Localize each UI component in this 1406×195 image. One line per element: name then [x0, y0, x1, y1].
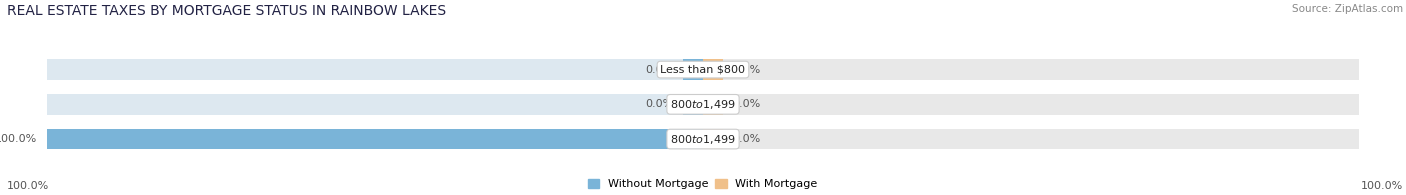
Bar	[703, 129, 723, 150]
Text: 100.0%: 100.0%	[7, 181, 49, 191]
Bar	[683, 94, 703, 115]
Text: 0.0%: 0.0%	[733, 65, 761, 75]
Bar	[703, 94, 723, 115]
Bar	[46, 129, 703, 150]
Text: Source: ZipAtlas.com: Source: ZipAtlas.com	[1292, 4, 1403, 14]
Text: 0.0%: 0.0%	[733, 99, 761, 109]
Bar	[46, 94, 703, 115]
Bar	[46, 129, 703, 150]
Text: 100.0%: 100.0%	[1361, 181, 1403, 191]
Text: REAL ESTATE TAXES BY MORTGAGE STATUS IN RAINBOW LAKES: REAL ESTATE TAXES BY MORTGAGE STATUS IN …	[7, 4, 446, 18]
Text: $800 to $1,499: $800 to $1,499	[671, 98, 735, 111]
Text: Less than $800: Less than $800	[661, 65, 745, 75]
Bar	[703, 94, 1360, 115]
Bar	[683, 59, 703, 80]
Legend: Without Mortgage, With Mortgage: Without Mortgage, With Mortgage	[588, 179, 818, 190]
Text: 0.0%: 0.0%	[645, 99, 673, 109]
Bar	[46, 59, 703, 80]
Bar	[703, 59, 723, 80]
Bar	[703, 59, 1360, 80]
Text: 100.0%: 100.0%	[0, 134, 37, 144]
Text: 0.0%: 0.0%	[733, 134, 761, 144]
Text: 0.0%: 0.0%	[645, 65, 673, 75]
Text: $800 to $1,499: $800 to $1,499	[671, 133, 735, 145]
Bar	[703, 129, 1360, 150]
